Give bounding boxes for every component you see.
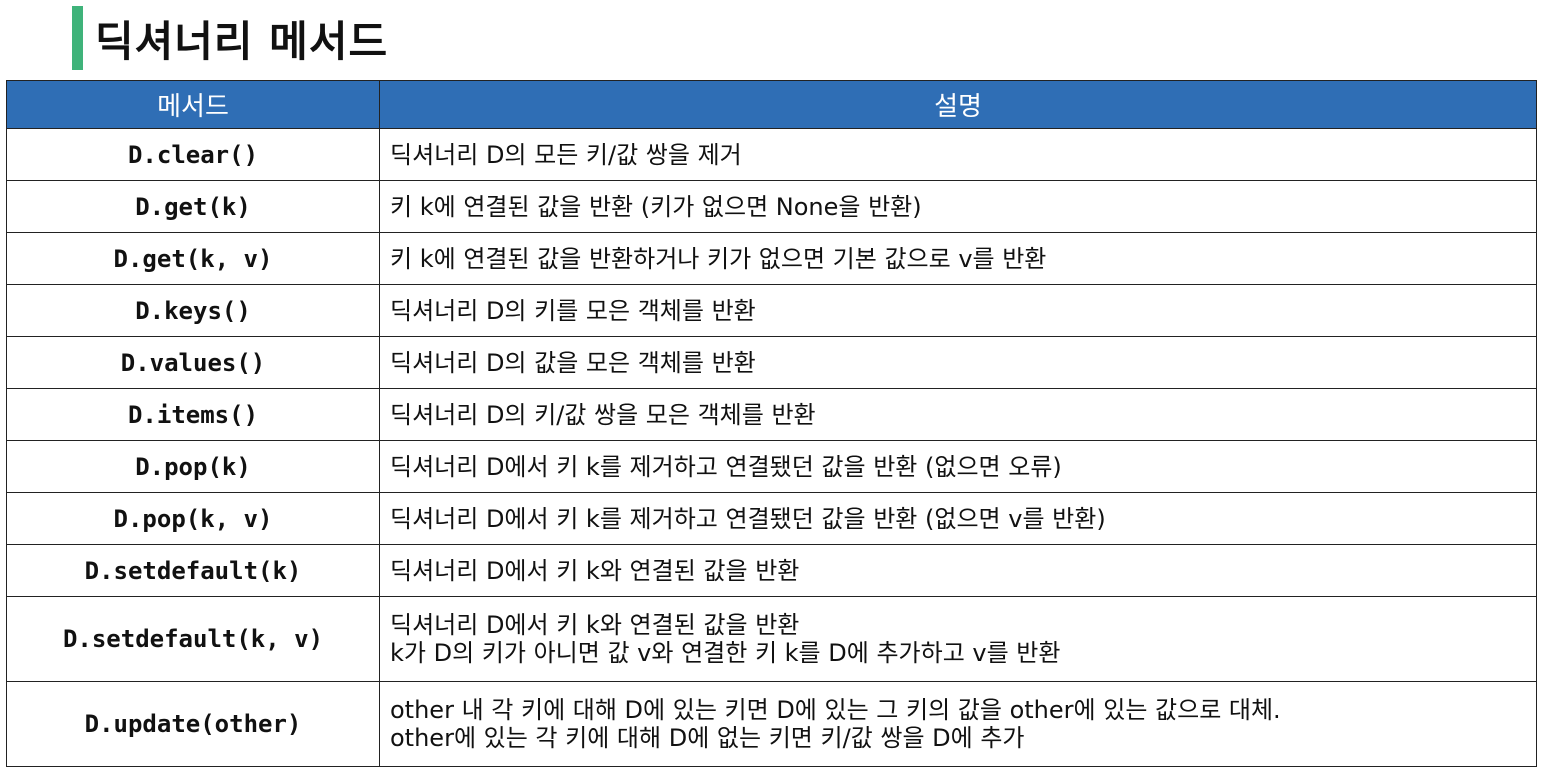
method-cell: D.clear(): [6, 128, 380, 181]
description-line: k가 D의 키가 아니면 값 v와 연결한 키 k를 D에 추가하고 v를 반환: [390, 639, 1061, 667]
method-cell: D.get(k, v): [6, 232, 380, 285]
description-cell: 딕셔너리 D의 값을 모은 객체를 반환: [379, 336, 1537, 389]
table-row: D.clear() 딕셔너리 D의 모든 키/값 쌍을 제거: [6, 128, 1537, 181]
table-row: D.setdefault(k, v) 딕셔너리 D에서 키 k와 연결된 값을 반…: [6, 596, 1537, 682]
title-accent-bar: [72, 6, 83, 70]
table-row: D.pop(k, v) 딕셔너리 D에서 키 k를 제거하고 연결됐던 값을 반환…: [6, 492, 1537, 545]
table-row: D.keys() 딕셔너리 D의 키를 모은 객체를 반환: [6, 284, 1537, 337]
description-line: 딕셔너리 D에서 키 k를 제거하고 연결됐던 값을 반환 (없으면 v를 반환…: [390, 504, 1106, 533]
description-cell: 딕셔너리 D의 키를 모은 객체를 반환: [379, 284, 1537, 337]
table-row: D.get(k) 키 k에 연결된 값을 반환 (키가 없으면 None을 반환): [6, 180, 1537, 233]
table-row: D.update(other) other 내 각 키에 대해 D에 있는 키면 …: [6, 681, 1537, 767]
table-row: D.setdefault(k) 딕셔너리 D에서 키 k와 연결된 값을 반환: [6, 544, 1537, 597]
page-header: 딕셔너리 메서드: [72, 6, 388, 70]
method-cell: D.pop(k, v): [6, 492, 380, 545]
column-header-description: 설명: [379, 80, 1537, 129]
description-line: 딕셔너리 D에서 키 k와 연결된 값을 반환: [390, 556, 800, 585]
description-cell: 키 k에 연결된 값을 반환 (키가 없으면 None을 반환): [379, 180, 1537, 233]
description-line: 키 k에 연결된 값을 반환 (키가 없으면 None을 반환): [390, 192, 922, 221]
column-header-method: 메서드: [6, 80, 380, 129]
description-cell: 딕셔너리 D의 키/값 쌍을 모은 객체를 반환: [379, 388, 1537, 441]
table-row: D.items() 딕셔너리 D의 키/값 쌍을 모은 객체를 반환: [6, 388, 1537, 441]
description-line: 딕셔너리 D에서 키 k를 제거하고 연결됐던 값을 반환 (없으면 오류): [390, 452, 1062, 481]
table-row: D.get(k, v) 키 k에 연결된 값을 반환하거나 키가 없으면 기본 값…: [6, 232, 1537, 285]
method-cell: D.items(): [6, 388, 380, 441]
methods-table: 메서드 설명 D.clear() 딕셔너리 D의 모든 키/값 쌍을 제거 D.ge…: [6, 80, 1537, 767]
method-cell: D.get(k): [6, 180, 380, 233]
description-line: other에 있는 각 키에 대해 D에 없는 키면 키/값 쌍을 D에 추가: [390, 724, 1025, 752]
description-cell: 딕셔너리 D에서 키 k와 연결된 값을 반환: [379, 544, 1537, 597]
description-cell: other 내 각 키에 대해 D에 있는 키면 D에 있는 그 키의 값을 o…: [379, 681, 1537, 767]
method-cell: D.keys(): [6, 284, 380, 337]
table-row: D.pop(k) 딕셔너리 D에서 키 k를 제거하고 연결됐던 값을 반환 (없…: [6, 440, 1537, 493]
description-cell: 키 k에 연결된 값을 반환하거나 키가 없으면 기본 값으로 v를 반환: [379, 232, 1537, 285]
table-header-row: 메서드 설명: [6, 80, 1537, 129]
description-line: 딕셔너리 D의 값을 모은 객체를 반환: [390, 348, 756, 377]
description-cell: 딕셔너리 D에서 키 k와 연결된 값을 반환 k가 D의 키가 아니면 값 v와…: [379, 596, 1537, 682]
description-cell: 딕셔너리 D에서 키 k를 제거하고 연결됐던 값을 반환 (없으면 오류): [379, 440, 1537, 493]
page-title: 딕셔너리 메서드: [95, 16, 389, 66]
method-cell: D.pop(k): [6, 440, 380, 493]
method-cell: D.update(other): [6, 681, 380, 767]
description-cell: 딕셔너리 D의 모든 키/값 쌍을 제거: [379, 128, 1537, 181]
description-cell: 딕셔너리 D에서 키 k를 제거하고 연결됐던 값을 반환 (없으면 v를 반환…: [379, 492, 1537, 545]
method-cell: D.setdefault(k): [6, 544, 380, 597]
description-line: 딕셔너리 D의 키를 모은 객체를 반환: [390, 296, 756, 325]
description-line: 딕셔너리 D에서 키 k와 연결된 값을 반환: [390, 611, 800, 639]
description-line: other 내 각 키에 대해 D에 있는 키면 D에 있는 그 키의 값을 o…: [390, 696, 1281, 724]
table-row: D.values() 딕셔너리 D의 값을 모은 객체를 반환: [6, 336, 1537, 389]
description-line: 딕셔너리 D의 키/값 쌍을 모은 객체를 반환: [390, 400, 816, 429]
method-cell: D.setdefault(k, v): [6, 596, 380, 682]
description-line: 키 k에 연결된 값을 반환하거나 키가 없으면 기본 값으로 v를 반환: [390, 244, 1047, 273]
description-line: 딕셔너리 D의 모든 키/값 쌍을 제거: [390, 140, 742, 169]
method-cell: D.values(): [6, 336, 380, 389]
